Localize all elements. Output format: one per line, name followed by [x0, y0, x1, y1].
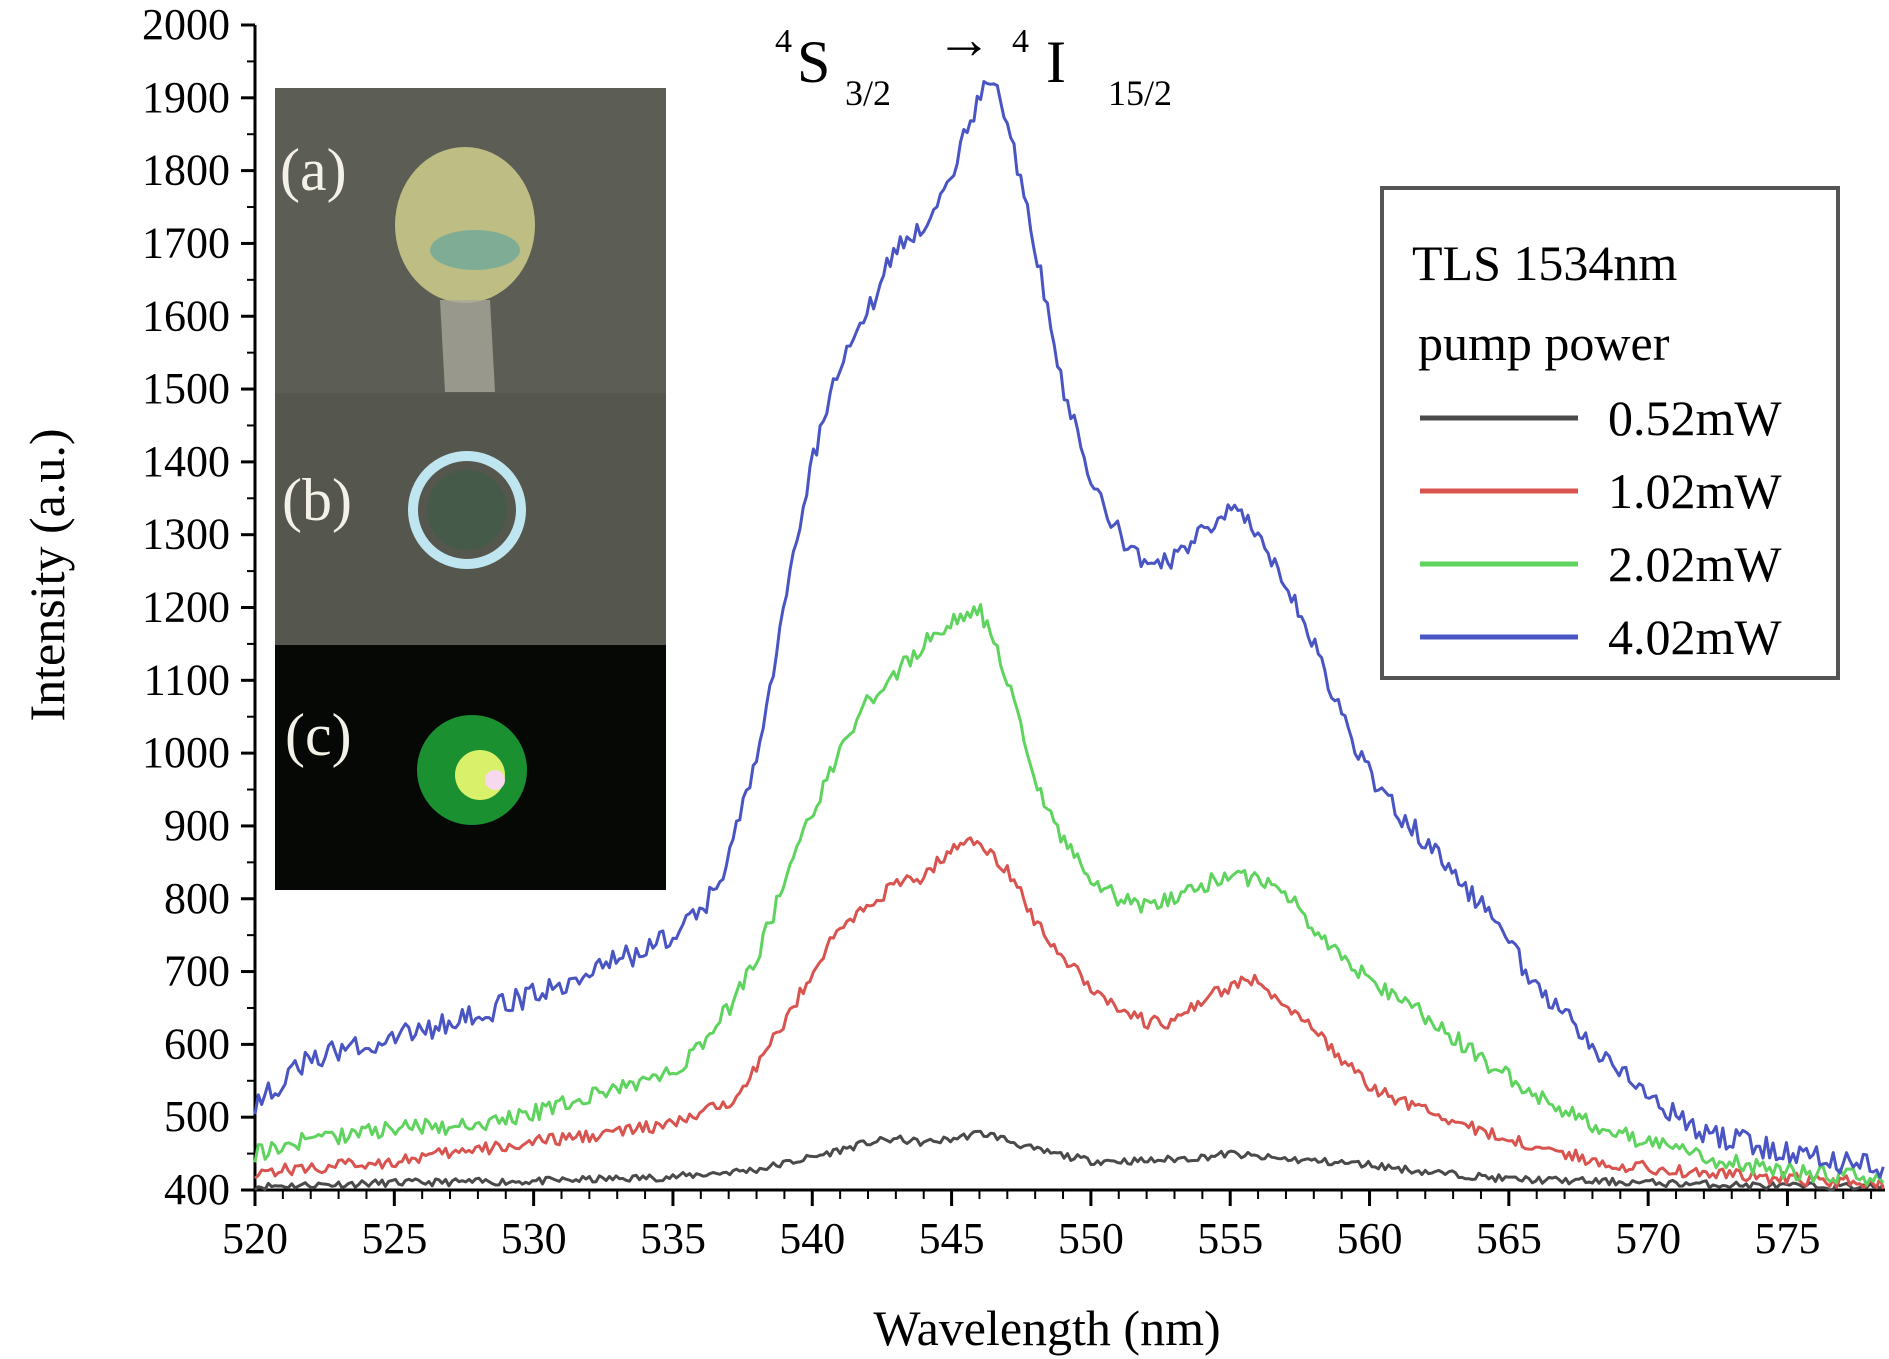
x-tick-label: 540	[779, 1214, 845, 1263]
transition-arrow: →	[936, 9, 992, 71]
y-tick-label: 1800	[142, 146, 230, 195]
y-tick-label: 500	[164, 1092, 230, 1141]
x-tick-label: 520	[222, 1214, 288, 1263]
x-ticks: 520 525 530 535 540 545 550 555 560 565 570 575	[222, 1190, 1873, 1263]
inset-a-droplet-glow	[430, 230, 520, 270]
inset-a-droplet	[395, 147, 535, 303]
legend: TLS 1534nm pump power 0.52mW 1.02mW 2.02mW…	[1380, 186, 1840, 680]
inset-a-fiber-stem	[440, 300, 495, 392]
y-tick-label: 900	[164, 801, 230, 850]
y-tick-label: 1200	[142, 583, 230, 632]
y-tick-label: 600	[164, 1019, 230, 1068]
y-tick-label: 1000	[142, 728, 230, 777]
transition-lower-sup: 4	[1012, 23, 1029, 60]
legend-label: 2.02mW	[1608, 536, 1782, 592]
x-tick-label: 570	[1615, 1214, 1681, 1263]
transition-upper-sup: 4	[775, 23, 792, 60]
x-tick-label: 575	[1754, 1214, 1820, 1263]
legend-title-line1: TLS 1534nm	[1412, 235, 1677, 291]
y-tick-label: 1700	[142, 218, 230, 267]
y-tick-label: 2000	[142, 0, 230, 49]
legend-items: 0.52mW 1.02mW 2.02mW 4.02mW	[1420, 390, 1782, 665]
transition-upper-letter: S	[797, 29, 830, 95]
y-tick-label: 1500	[142, 364, 230, 413]
x-tick-label: 550	[1058, 1214, 1124, 1263]
inset-images: (a) (b) (c)	[275, 88, 666, 890]
inset-label-c: (c)	[285, 702, 352, 768]
x-axis-title: Wavelength (nm)	[873, 1300, 1220, 1356]
transition-lower-sub: 15/2	[1108, 73, 1172, 113]
x-tick-label: 535	[640, 1214, 706, 1263]
y-tick-label: 700	[164, 947, 230, 996]
transition-upper-sub: 3/2	[845, 73, 891, 113]
series-line-0.52mW	[253, 1129, 1885, 1192]
x-tick-label: 565	[1476, 1214, 1542, 1263]
legend-box	[1380, 186, 1840, 680]
transition-annotation: 4 S 3/2 → 4 I 15/2	[775, 9, 1172, 113]
legend-label: 0.52mW	[1608, 390, 1782, 446]
x-tick-label: 545	[919, 1214, 985, 1263]
inset-label-b: (b)	[282, 467, 352, 533]
series-line-1.02mW	[254, 836, 1885, 1190]
y-tick-label: 1300	[142, 510, 230, 559]
legend-label: 1.02mW	[1608, 463, 1782, 519]
legend-title-line2: pump power	[1418, 315, 1670, 371]
inset-b-core	[427, 470, 507, 550]
y-axis-title: Intensity (a.u.)	[19, 429, 75, 722]
inset-label-a: (a)	[280, 137, 347, 203]
x-tick-label: 525	[361, 1214, 427, 1263]
series-lines	[253, 80, 1885, 1192]
legend-label: 4.02mW	[1608, 609, 1782, 665]
x-tick-label: 530	[501, 1214, 567, 1263]
y-tick-label: 1600	[142, 291, 230, 340]
y-tick-label: 400	[164, 1165, 230, 1214]
x-tick-label: 560	[1337, 1214, 1403, 1263]
transition-lower-letter: I	[1046, 29, 1066, 95]
x-tick-label: 555	[1197, 1214, 1263, 1263]
y-tick-label: 1100	[144, 655, 230, 704]
y-ticks: 400 500 600 700 800 900 1000 1100 1200 1300 1400 15…	[142, 0, 255, 1214]
y-tick-label: 800	[164, 874, 230, 923]
y-tick-label: 1900	[142, 73, 230, 122]
series-line-2.02mW	[253, 603, 1885, 1187]
y-tick-label: 1400	[142, 437, 230, 486]
inset-c-spot	[485, 770, 505, 790]
inset-b-ring	[408, 451, 526, 569]
series-line-4.02mW	[253, 80, 1885, 1179]
